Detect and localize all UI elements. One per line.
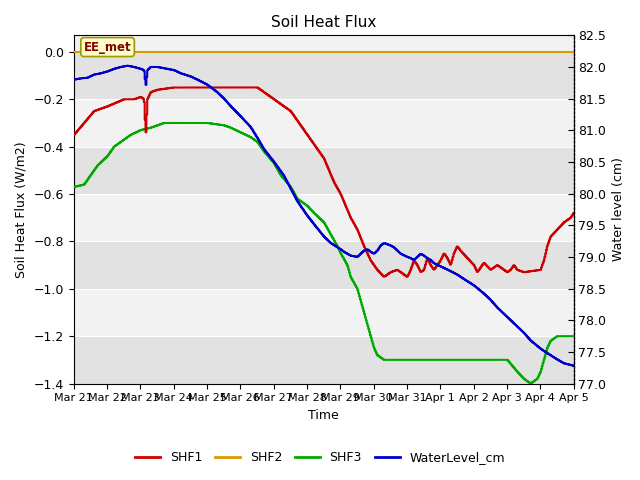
X-axis label: Time: Time <box>308 409 339 422</box>
Bar <box>74 99 573 147</box>
Text: EE_met: EE_met <box>84 40 131 54</box>
Title: Soil Heat Flux: Soil Heat Flux <box>271 15 376 30</box>
Y-axis label: Water level (cm): Water level (cm) <box>612 157 625 262</box>
Bar <box>74 289 573 336</box>
Bar <box>74 336 573 384</box>
Y-axis label: Soil Heat Flux (W/m2): Soil Heat Flux (W/m2) <box>15 141 28 278</box>
Legend: SHF1, SHF2, SHF3, WaterLevel_cm: SHF1, SHF2, SHF3, WaterLevel_cm <box>130 446 510 469</box>
Bar <box>74 194 573 241</box>
Bar <box>74 147 573 194</box>
Bar <box>74 241 573 289</box>
Bar <box>74 52 573 99</box>
Bar <box>74 36 573 52</box>
